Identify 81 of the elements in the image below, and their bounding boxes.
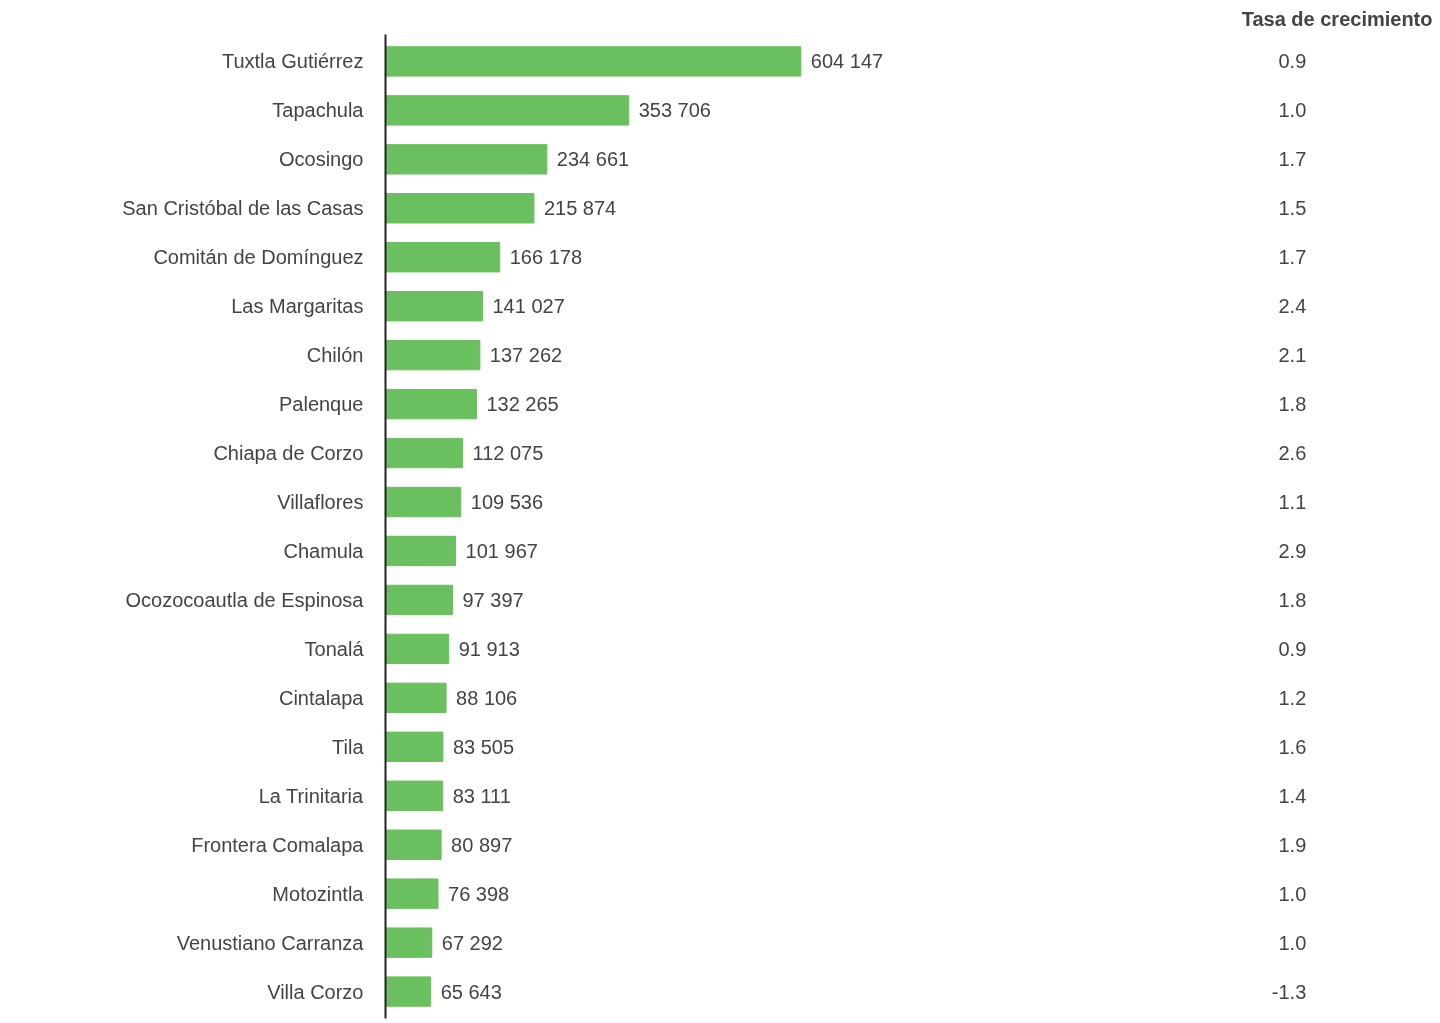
bar xyxy=(385,291,483,322)
text: 0.9 xyxy=(1278,637,1307,660)
data-label: 109 536 xyxy=(470,491,544,514)
text: 2.6 xyxy=(1278,442,1307,465)
bar xyxy=(385,486,462,518)
bar xyxy=(385,829,442,860)
data-label: 132 265 xyxy=(486,393,559,416)
bar xyxy=(385,878,439,909)
y-tick-label: Tuxtla Gutiérrez xyxy=(221,50,364,73)
text: Tasa de crecimiento xyxy=(1241,7,1433,30)
data-label: 67 292 xyxy=(441,931,503,954)
data-label: 141 027 xyxy=(492,295,565,318)
data-label: 166 178 xyxy=(509,246,583,269)
text: 1.7 xyxy=(1278,148,1307,171)
y-tick-label: Ocosingo xyxy=(279,148,364,171)
data-label: 83 505 xyxy=(452,735,515,758)
text: 1.2 xyxy=(1278,686,1307,709)
bar xyxy=(385,927,433,958)
text: 1.9 xyxy=(1278,833,1307,856)
data-label: 604 147 xyxy=(810,50,884,73)
data-label: 65 643 xyxy=(440,980,502,1003)
y-tick-label: Tapachula xyxy=(272,99,365,122)
y-tick-label: Tonalá xyxy=(304,637,365,660)
data-label: 97 397 xyxy=(462,588,524,611)
data-label: 101 967 xyxy=(465,539,538,562)
y-tick-label: Palenque xyxy=(278,393,364,416)
y-tick-label: Villaflores xyxy=(277,491,364,514)
text: 1.0 xyxy=(1278,882,1307,905)
data-label: 83 111 xyxy=(452,784,511,807)
data-label: 234 661 xyxy=(556,148,630,171)
text: 1.6 xyxy=(1278,735,1307,758)
text: 1.0 xyxy=(1278,99,1307,122)
text: 2.9 xyxy=(1278,539,1307,562)
text: 1.4 xyxy=(1278,784,1307,807)
y-tick-label: Cintalapa xyxy=(279,686,365,709)
y-tick-label: Las Margaritas xyxy=(231,295,364,318)
y-tick-label: Chiapa de Corzo xyxy=(213,442,364,465)
data-label: 353 706 xyxy=(638,99,711,122)
bar xyxy=(385,388,477,420)
y-tick-label: Tila xyxy=(332,735,365,758)
bar xyxy=(385,95,630,126)
data-label: 112 075 xyxy=(472,442,544,465)
y-tick-label: La Trinitaria xyxy=(258,784,365,807)
y-tick-label: Ocozocoautla de Espinosa xyxy=(125,588,365,611)
bar xyxy=(385,437,464,469)
y-tick-label: Frontera Comalapa xyxy=(191,833,365,856)
data-label: 80 897 xyxy=(451,833,513,856)
bar xyxy=(385,633,450,665)
data-label: 76 398 xyxy=(448,882,510,905)
bar xyxy=(385,193,535,224)
data-label: 91 913 xyxy=(458,637,520,660)
y-tick-label: Chilón xyxy=(306,344,364,367)
bar xyxy=(385,535,457,567)
data-label: 88 106 xyxy=(456,686,518,709)
data-label: 137 262 xyxy=(489,344,563,367)
text: 1.8 xyxy=(1278,393,1307,416)
text: 2.4 xyxy=(1278,295,1307,318)
y-tick-label: Motozintla xyxy=(272,882,365,905)
text: 1.7 xyxy=(1278,246,1307,269)
y-tick-label: Villa Corzo xyxy=(267,980,364,1003)
bar xyxy=(385,584,453,616)
text: 0.9 xyxy=(1278,50,1307,73)
y-tick-label: San Cristóbal de las Casas xyxy=(122,197,364,220)
bar xyxy=(385,144,548,175)
bar xyxy=(385,976,432,1007)
text: 1.1 xyxy=(1278,491,1307,514)
data-label: 215 874 xyxy=(543,197,617,220)
y-tick-label: Chamula xyxy=(283,539,365,562)
text: 1.0 xyxy=(1278,931,1307,954)
text: 1.8 xyxy=(1278,588,1307,611)
y-tick-label: Venustiano Carranza xyxy=(176,931,365,954)
bar xyxy=(385,780,444,811)
bar xyxy=(385,731,444,762)
y-tick-label: Comitán de Domínguez xyxy=(153,246,364,269)
bar xyxy=(385,339,481,371)
text: -1.3 xyxy=(1271,980,1307,1003)
text: 1.5 xyxy=(1278,197,1307,220)
bar xyxy=(385,682,447,714)
text: 2.1 xyxy=(1278,344,1307,367)
bar xyxy=(385,242,501,273)
bar xyxy=(385,46,802,77)
